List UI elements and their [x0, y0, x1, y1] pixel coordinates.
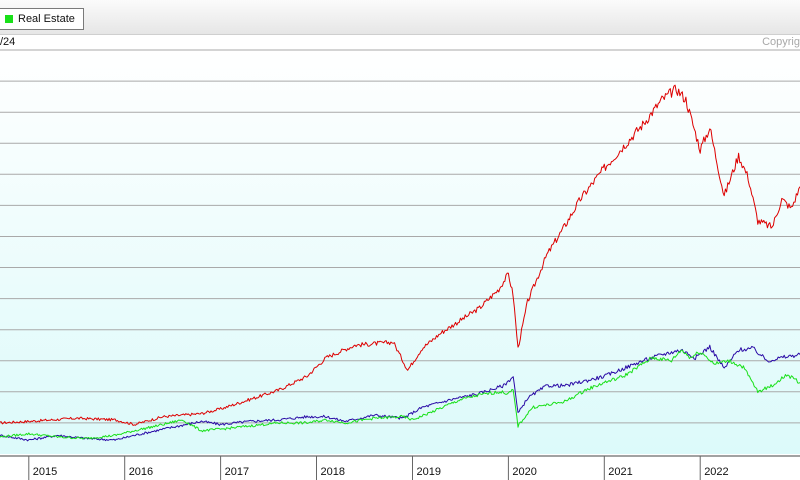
x-tick-label: 2016: [129, 466, 153, 478]
x-tick-label: 2022: [704, 466, 728, 478]
x-tick-label: 2020: [512, 466, 536, 478]
x-tick-label: 2015: [33, 466, 57, 478]
x-axis: 2015 2016 2017 2018 2019 2020 2021 2022: [0, 455, 800, 480]
copyright-text: Copyrig: [762, 36, 800, 48]
legend-real-estate-button[interactable]: Real Estate: [0, 8, 84, 30]
date-range-label: /24: [0, 36, 16, 48]
series-line-0: [0, 84, 800, 426]
series-line-1: [0, 344, 800, 442]
legend-swatch-icon: [5, 15, 13, 23]
toolbar: Real Estate: [0, 0, 800, 35]
series-group: [0, 84, 800, 442]
x-tick-label: 2021: [608, 466, 632, 478]
series-line-2: [0, 349, 800, 440]
legend-label: Real Estate: [18, 13, 75, 25]
x-tick-label: 2019: [417, 466, 441, 478]
x-tick-label: 2018: [321, 466, 345, 478]
plot-area: [0, 50, 800, 454]
x-tick-label: 2017: [225, 466, 249, 478]
gridlines: [0, 49, 800, 424]
